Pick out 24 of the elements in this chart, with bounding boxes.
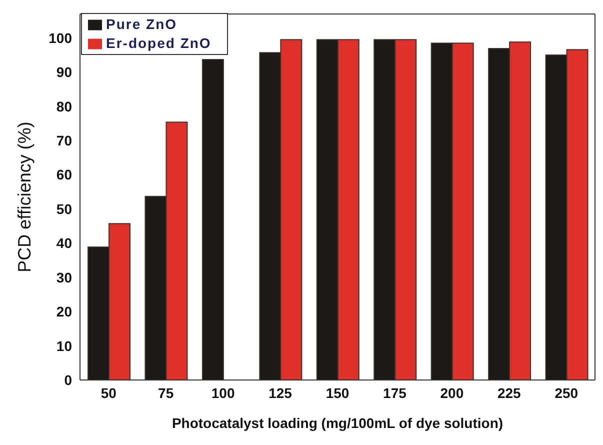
y-tick-label: 0 [64, 372, 72, 388]
y-axis-title: PCD efficiency (%) [14, 122, 34, 272]
y-tick-label: 20 [56, 304, 72, 320]
x-tick-label: 150 [326, 384, 350, 401]
y-tick-label: 80 [56, 98, 72, 114]
legend-label: Er-doped ZnO [106, 35, 212, 51]
y-tick-label: 70 [56, 132, 72, 149]
y-tick-label: 40 [56, 235, 72, 252]
x-tick-label: 225 [497, 384, 522, 401]
x-tick-label: 75 [158, 384, 174, 401]
x-tick-label: 175 [383, 384, 407, 401]
y-tick-label: 30 [56, 269, 72, 286]
x-tick-label: 125 [268, 384, 292, 401]
y-tick-label: 60 [56, 166, 72, 183]
x-axis-title: Photocatalyst loading (mg/100mL of dye solution) [172, 415, 504, 431]
x-tick-label: 100 [211, 384, 235, 401]
y-tick-label: 100 [48, 30, 72, 46]
legend-label: Pure ZnO [106, 16, 178, 32]
x-tick-label: 200 [440, 384, 464, 401]
y-tick-label: 90 [56, 64, 72, 80]
x-tick-label: 50 [100, 384, 117, 401]
x-tick-label: 250 [554, 384, 578, 401]
y-tick-label: 50 [56, 200, 72, 217]
y-tick-label: 10 [56, 338, 72, 354]
